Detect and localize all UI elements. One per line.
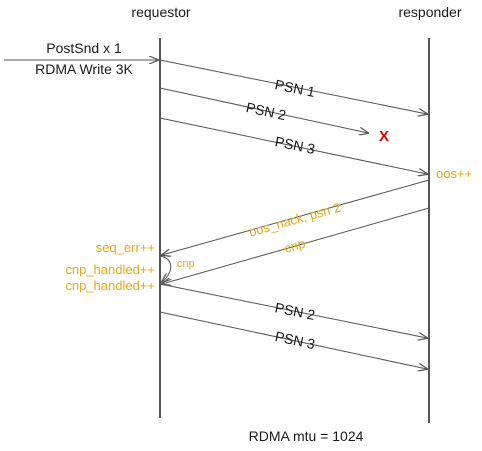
msg-psn3-retransmit-label: PSN 3 bbox=[274, 328, 317, 352]
msg-psn2-lost-arrow bbox=[159, 87, 368, 133]
initiator-label-line2: RDMA Write 3K bbox=[35, 61, 133, 77]
msg-cnp-label: cnp bbox=[283, 236, 307, 256]
mtu-caption: RDMA mtu = 1024 bbox=[249, 428, 364, 444]
msg-oos-nack-label: oos_nack, psn 2 bbox=[247, 200, 342, 240]
responder-oos-counter: oos++ bbox=[436, 166, 472, 181]
msg-cnp-arrow bbox=[162, 207, 430, 284]
msg-psn3-label: PSN 3 bbox=[274, 133, 317, 157]
msg-psn3-arrow bbox=[159, 117, 427, 174]
participant-responder: responder bbox=[398, 4, 461, 20]
participant-requestor: requestor bbox=[131, 4, 190, 20]
seq-err-counter: seq_err++ bbox=[96, 240, 155, 255]
msg-psn1-arrow bbox=[159, 59, 427, 114]
msg-oos-nack-arrow bbox=[162, 179, 430, 255]
msg-psn2-retransmit-arrow bbox=[159, 283, 427, 338]
self-cnp-label: cnp bbox=[177, 258, 195, 270]
msg-psn3-retransmit-arrow bbox=[159, 311, 427, 369]
msg-psn2-retransmit-label: PSN 2 bbox=[274, 299, 317, 323]
cnp-handled-counter-1: cnp_handled++ bbox=[65, 262, 155, 277]
cnp-handled-counter-2: cnp_handled++ bbox=[65, 278, 155, 293]
self-cnp-loop-arrow bbox=[159, 255, 171, 282]
packet-loss-x-icon: X bbox=[379, 128, 389, 145]
initiator-label-line1: PostSnd x 1 bbox=[46, 40, 122, 56]
msg-psn1-label: PSN 1 bbox=[274, 76, 317, 100]
msg-psn2-lost-label: PSN 2 bbox=[245, 99, 288, 123]
